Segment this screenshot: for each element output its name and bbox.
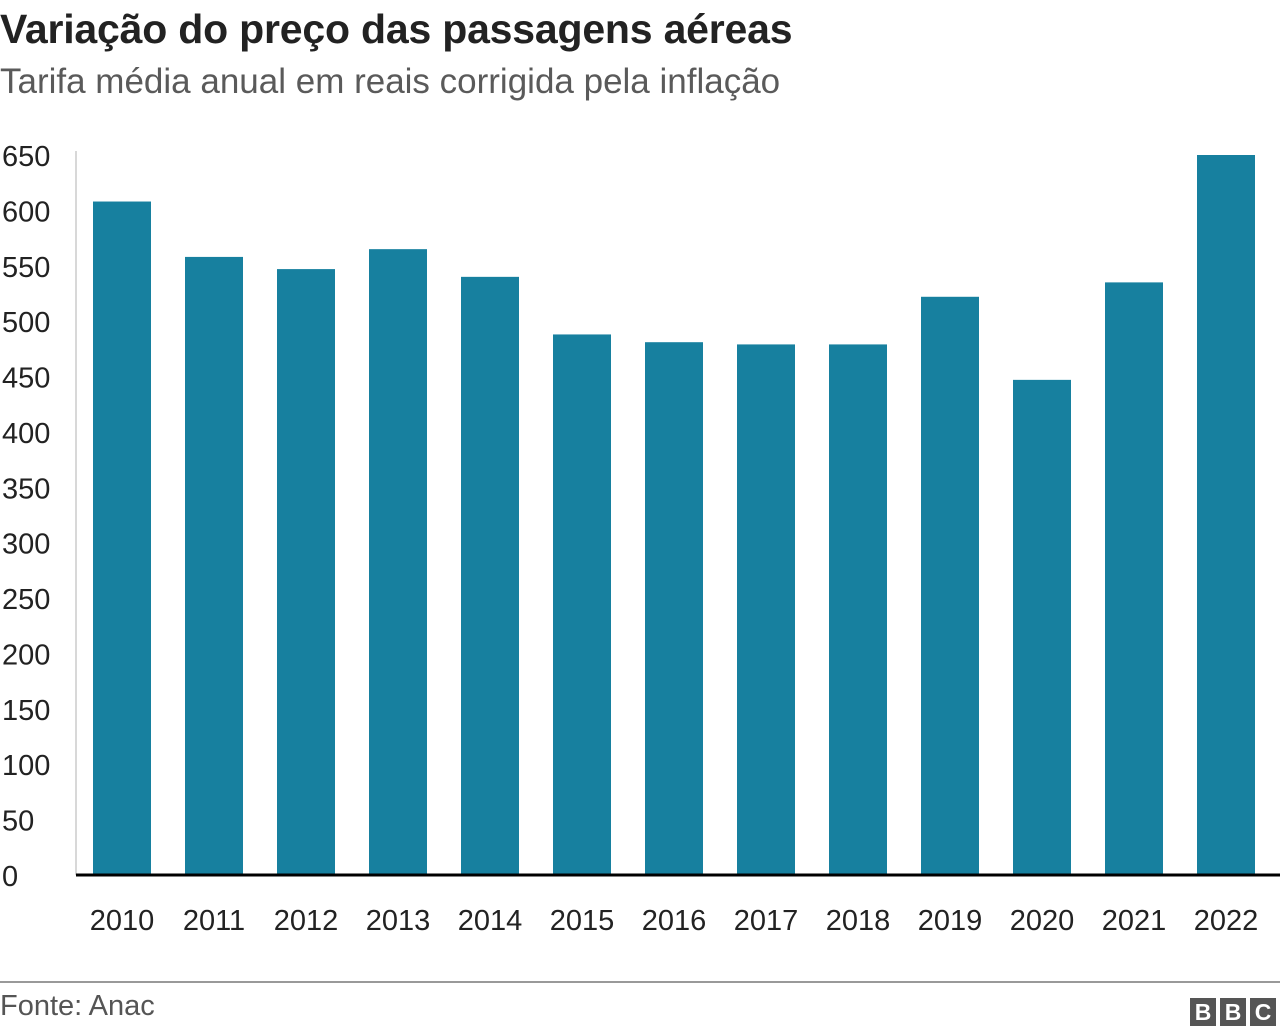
footer-divider bbox=[0, 981, 1280, 983]
bar-2019 bbox=[921, 296, 979, 875]
y-tick-label: 0 bbox=[2, 861, 18, 893]
x-tick-label: 2016 bbox=[642, 905, 707, 937]
y-tick-label: 350 bbox=[2, 473, 50, 505]
bar-2010 bbox=[93, 201, 151, 875]
bbc-logo-b2: B bbox=[1220, 998, 1246, 1026]
y-tick-label: 50 bbox=[2, 806, 34, 838]
x-tick-label: 2017 bbox=[734, 905, 799, 937]
bar-2014 bbox=[461, 276, 519, 875]
y-tick-label: 650 bbox=[2, 141, 50, 173]
x-tick-label: 2013 bbox=[366, 905, 431, 937]
y-tick-label: 200 bbox=[2, 639, 50, 671]
bbc-logo-b1: B bbox=[1190, 998, 1216, 1026]
y-tick-label: 450 bbox=[2, 363, 50, 395]
chart-title: Variação do preço das passagens aéreas bbox=[0, 6, 793, 52]
y-tick-label: 500 bbox=[2, 307, 50, 339]
bar-chart: 0 50 100 150 200 250 300 350 400 450 500 550 600 650 2… bbox=[2, 141, 1280, 937]
bar-2016 bbox=[645, 342, 703, 875]
bbc-logo: B B C bbox=[1190, 998, 1276, 1026]
y-tick-label: 300 bbox=[2, 529, 50, 561]
bar-2021 bbox=[1105, 282, 1163, 875]
bar-2013 bbox=[369, 249, 427, 876]
y-tick-label: 550 bbox=[2, 252, 50, 284]
x-tick-label: 2014 bbox=[458, 905, 523, 937]
chart-subtitle: Tarifa média anual em reais corrigida pe… bbox=[0, 62, 781, 101]
bar-2020 bbox=[1013, 379, 1071, 875]
x-tick-label: 2019 bbox=[918, 905, 983, 937]
y-tick-label: 400 bbox=[2, 418, 50, 450]
x-tick-label: 2011 bbox=[183, 905, 245, 937]
x-tick-label: 2010 bbox=[90, 905, 155, 937]
x-tick-label: 2012 bbox=[274, 905, 339, 937]
bar-2022 bbox=[1197, 155, 1255, 875]
x-tick-label: 2018 bbox=[826, 905, 891, 937]
y-tick-label: 250 bbox=[2, 584, 50, 616]
x-tick-label: 2015 bbox=[550, 905, 615, 937]
source-note: Fonte: Anac bbox=[0, 990, 155, 1022]
bbc-logo-c: C bbox=[1250, 998, 1276, 1026]
y-tick-label: 600 bbox=[2, 196, 50, 228]
bar-2017 bbox=[737, 344, 795, 875]
bar-2012 bbox=[277, 269, 335, 875]
x-tick-label: 2020 bbox=[1010, 905, 1075, 937]
x-tick-label: 2021 bbox=[1102, 905, 1167, 937]
x-tick-label: 2022 bbox=[1194, 905, 1259, 937]
bar-2015 bbox=[553, 334, 611, 875]
bar-2011 bbox=[185, 256, 243, 875]
y-tick-label: 100 bbox=[2, 750, 50, 782]
y-tick-label: 150 bbox=[2, 695, 50, 727]
bar-2018 bbox=[829, 344, 887, 875]
